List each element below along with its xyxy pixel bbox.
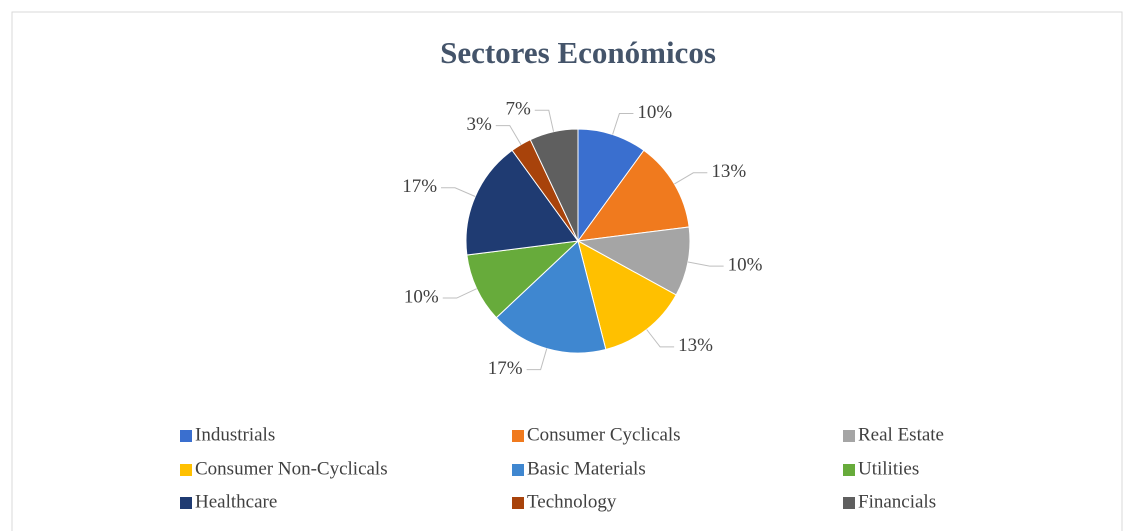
data-label: 17% [488,358,523,379]
leader-line [612,113,634,135]
data-label: 13% [711,161,746,182]
legend-label: Healthcare [195,491,277,512]
data-label: 13% [678,335,713,356]
chart-title: Sectores Económicos [440,35,716,70]
leader-line [526,348,548,371]
leader-line [687,261,724,267]
legend-swatch [180,497,192,509]
pie-slice [576,149,690,242]
legend-swatch [180,464,192,476]
legend-label: Technology [527,491,617,512]
data-label: 10% [637,102,672,123]
legend-label: Consumer Non-Cyclicals [195,458,388,479]
leader-line [441,187,476,197]
leader-line [674,172,708,185]
data-label: 17% [402,176,437,197]
data-label: 3% [466,114,492,135]
legend-swatch [512,430,524,442]
leader-line [442,288,477,299]
legend-swatch [512,464,524,476]
data-label: 10% [728,254,763,275]
leader-line [495,125,522,145]
pie-slice [577,240,677,351]
legend-label: Utilities [858,458,919,479]
data-label: 10% [404,286,439,307]
legend-label: Industrials [195,424,275,445]
legend-swatch [843,464,855,476]
legend-label: Basic Materials [527,458,646,479]
legend-swatch [512,497,524,509]
legend-label: Consumer Cyclicals [527,424,681,445]
legend-swatch [843,430,855,442]
legend-swatch [180,430,192,442]
legend-swatch [843,497,855,509]
leader-line [534,109,555,132]
legend-label: Financials [858,491,936,512]
data-label: 7% [505,99,531,120]
legend-label: Real Estate [858,424,944,445]
leader-line [646,329,675,348]
pie-slice [495,240,607,354]
